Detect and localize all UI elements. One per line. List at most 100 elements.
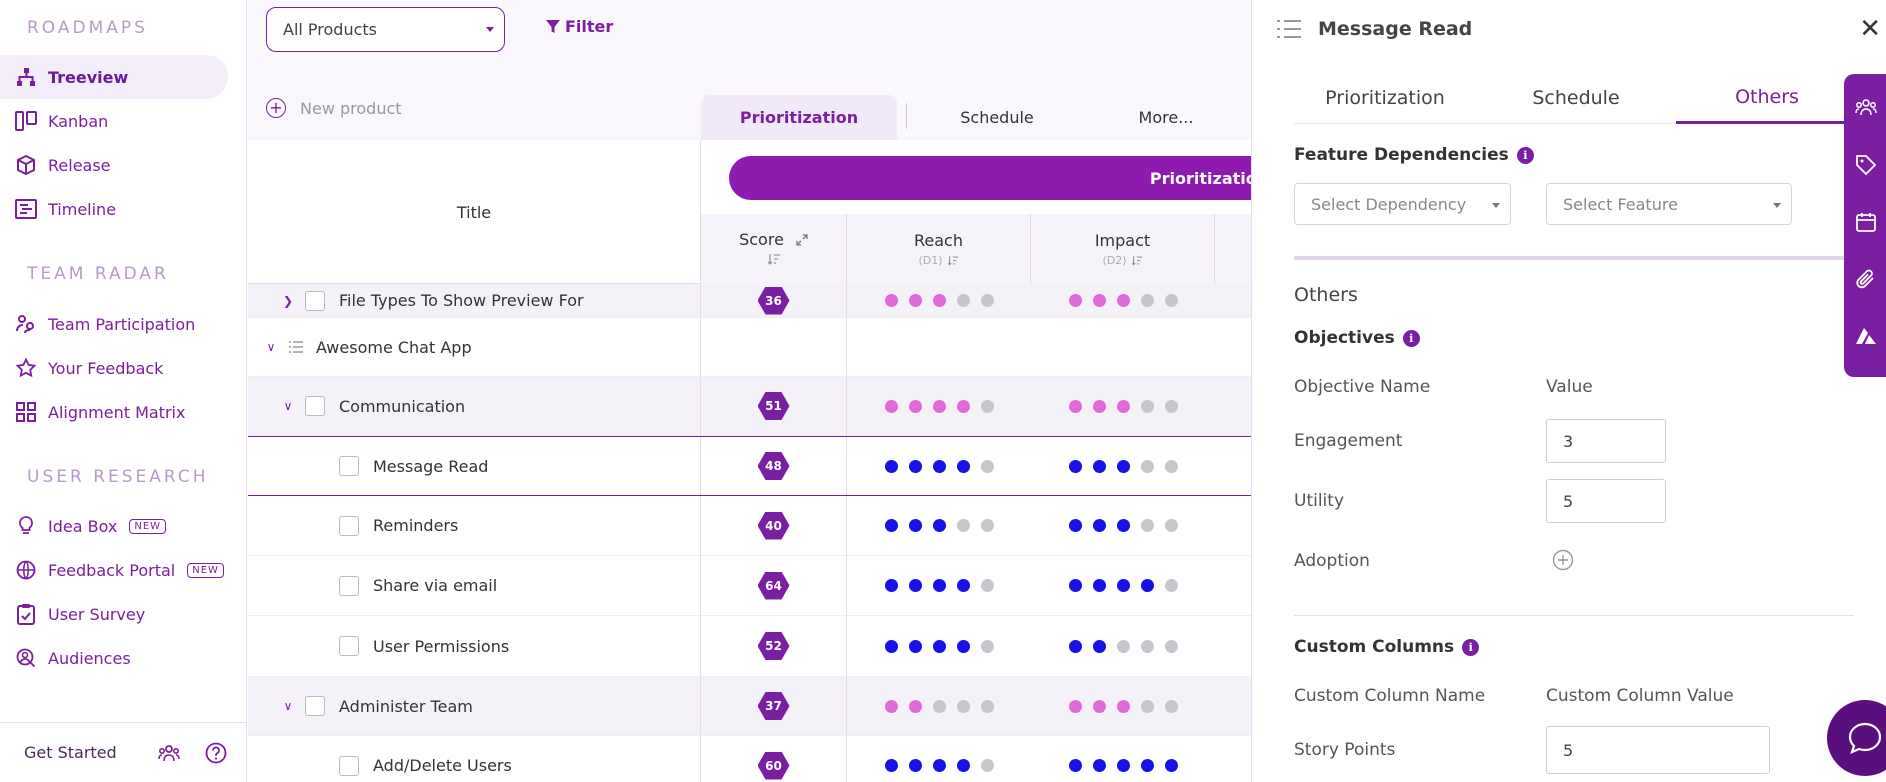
reach-dots[interactable] [885, 437, 994, 495]
rating-dot[interactable] [933, 639, 946, 653]
row-checkbox[interactable] [305, 396, 325, 416]
select-dependency-dropdown[interactable]: Select Dependency [1294, 183, 1511, 225]
chat-widget-button[interactable] [1827, 700, 1886, 776]
rating-dot[interactable] [1141, 699, 1154, 713]
column-header-score[interactable]: Score [701, 214, 847, 284]
story-points-input[interactable]: 5 [1546, 726, 1770, 774]
reach-dots[interactable] [885, 616, 994, 676]
rating-dot[interactable] [981, 459, 994, 473]
impact-dots[interactable] [1069, 496, 1178, 555]
sidebar-item-kanban[interactable]: Kanban [0, 99, 228, 143]
rating-dot[interactable] [1117, 579, 1130, 592]
reach-dots[interactable] [885, 496, 994, 555]
panel-tab-prioritization[interactable]: Prioritization [1325, 87, 1445, 109]
row-checkbox[interactable] [339, 515, 359, 536]
table-row[interactable]: ∨ Awesome Chat App [248, 318, 1251, 377]
rating-dot[interactable] [933, 519, 946, 532]
rating-dot[interactable] [981, 759, 994, 772]
sidebar-item-idea-box[interactable]: Idea Box NEW [0, 504, 228, 548]
sidebar-item-audiences[interactable]: Audiences [0, 636, 228, 680]
sidebar-item-timeline[interactable]: Timeline [0, 187, 228, 231]
rating-dot[interactable] [957, 579, 970, 592]
column-header-reach[interactable]: Reach (D1) [847, 214, 1031, 284]
table-row[interactable]: ∨ Administer Team 37 [248, 677, 1251, 736]
rating-dot[interactable] [1141, 519, 1154, 532]
rating-dot[interactable] [933, 579, 946, 592]
rating-dot[interactable] [1117, 399, 1130, 413]
rating-dot[interactable] [909, 639, 922, 653]
reach-dots[interactable] [885, 556, 994, 615]
rating-dot[interactable] [885, 639, 898, 653]
impact-dots[interactable] [1069, 284, 1178, 317]
rating-dot[interactable] [1093, 699, 1106, 713]
sort-icon[interactable] [767, 253, 781, 268]
rating-dot[interactable] [957, 519, 970, 532]
rating-dot[interactable] [885, 759, 898, 772]
rating-dot[interactable] [885, 519, 898, 532]
rating-dot[interactable] [909, 519, 922, 532]
rating-dot[interactable] [909, 294, 922, 307]
rating-dot[interactable] [981, 639, 994, 653]
sort-icon[interactable] [946, 255, 959, 266]
rating-dot[interactable] [1165, 699, 1178, 713]
rating-dot[interactable] [1117, 639, 1130, 653]
calendar-icon[interactable] [1855, 211, 1877, 233]
engagement-value-input[interactable]: 3 [1546, 419, 1666, 463]
rating-dot[interactable] [933, 459, 946, 473]
rating-dot[interactable] [1141, 399, 1154, 413]
sort-icon[interactable] [1130, 255, 1143, 266]
rating-dot[interactable] [909, 459, 922, 473]
rating-dot[interactable] [981, 399, 994, 413]
rating-dot[interactable] [957, 459, 970, 473]
rating-dot[interactable] [885, 459, 898, 473]
chevron-right-icon[interactable]: ❯ [282, 293, 294, 308]
impact-dots[interactable] [1069, 736, 1178, 782]
row-checkbox[interactable] [305, 290, 325, 311]
impact-dots[interactable] [1069, 437, 1178, 495]
product-select[interactable]: All Products [266, 7, 505, 52]
rating-dot[interactable] [1141, 639, 1154, 653]
rating-dot[interactable] [1093, 459, 1106, 473]
reach-dots[interactable] [885, 736, 994, 782]
tag-icon[interactable] [1855, 154, 1877, 176]
rating-dot[interactable] [1093, 399, 1106, 413]
rating-dot[interactable] [1069, 459, 1082, 473]
filter-button[interactable]: Filter [545, 17, 613, 36]
rating-dot[interactable] [1093, 294, 1106, 307]
row-checkbox[interactable] [339, 456, 359, 476]
rating-dot[interactable] [1165, 459, 1178, 473]
rating-dot[interactable] [1117, 519, 1130, 532]
rating-dot[interactable] [1069, 639, 1082, 653]
impact-dots[interactable] [1069, 377, 1178, 435]
sidebar-item-treeview[interactable]: Treeview [0, 55, 228, 99]
rating-dot[interactable] [1141, 294, 1154, 307]
rating-dot[interactable] [933, 759, 946, 772]
table-row-selected[interactable]: Message Read 48 [248, 436, 1251, 496]
rating-dot[interactable] [1165, 639, 1178, 653]
rating-dot[interactable] [909, 759, 922, 772]
table-row[interactable]: ∨ Communication 51 [248, 377, 1251, 436]
rating-dot[interactable] [957, 399, 970, 413]
chevron-down-icon[interactable]: ∨ [283, 399, 293, 413]
rating-dot[interactable] [981, 519, 994, 532]
column-header-impact[interactable]: Impact (D2) [1031, 214, 1215, 284]
table-row[interactable]: User Permissions 52 [248, 616, 1251, 677]
reach-dots[interactable] [885, 677, 994, 735]
tab-more[interactable]: More... [1138, 108, 1194, 127]
info-icon[interactable]: i [1462, 638, 1480, 656]
rating-dot[interactable] [1165, 294, 1178, 307]
row-checkbox[interactable] [339, 755, 359, 776]
row-checkbox[interactable] [339, 636, 359, 656]
rating-dot[interactable] [1069, 399, 1082, 413]
rating-dot[interactable] [1093, 759, 1106, 772]
rating-dot[interactable] [981, 294, 994, 307]
rating-dot[interactable] [909, 579, 922, 592]
rating-dot[interactable] [1141, 459, 1154, 473]
panel-tab-others[interactable]: Others [1676, 72, 1858, 124]
expand-icon[interactable] [796, 233, 808, 246]
sidebar-item-your-feedback[interactable]: Your Feedback [0, 346, 228, 390]
rating-dot[interactable] [909, 399, 922, 413]
reach-dots[interactable] [885, 284, 994, 317]
info-icon[interactable]: i [1402, 329, 1420, 347]
rating-dot[interactable] [885, 699, 898, 713]
